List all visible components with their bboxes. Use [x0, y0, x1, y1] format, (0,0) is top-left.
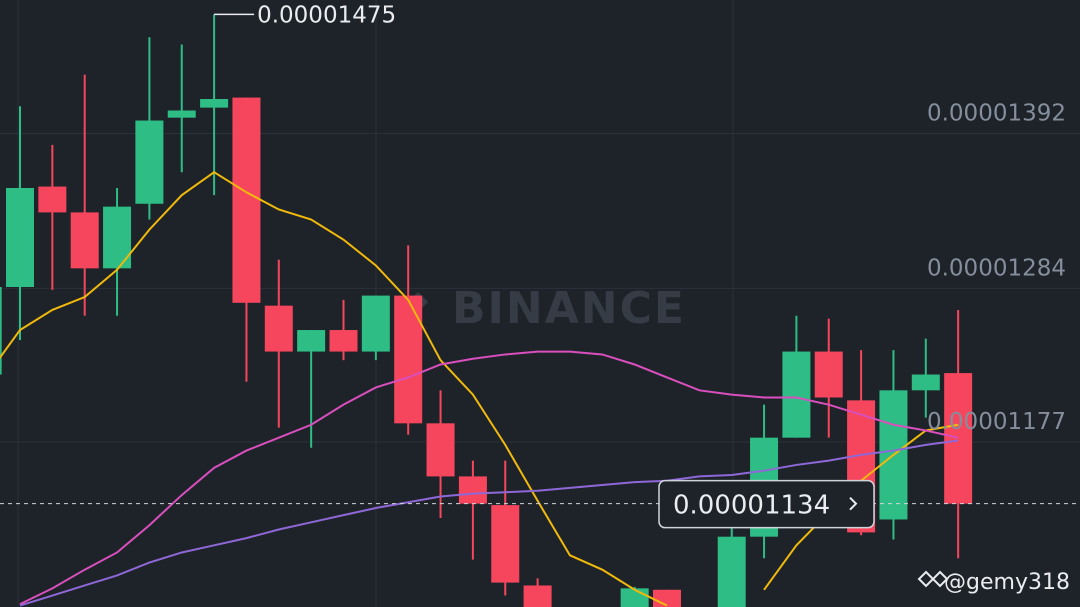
candle-body: [361, 295, 390, 352]
candle-body: [329, 330, 358, 352]
candle-body: [782, 351, 811, 438]
candle-body: [944, 373, 973, 504]
candle-body: [38, 186, 67, 213]
last-price-box: [658, 479, 875, 529]
candle-body: [426, 423, 455, 477]
last-price-label: 0.00001134: [673, 491, 830, 521]
candle-body: [491, 505, 520, 583]
candle-body: [653, 589, 681, 607]
candle-body: [814, 351, 843, 398]
candle-body: [394, 295, 423, 424]
credit: @gemy318: [944, 570, 1070, 595]
candle-body: [0, 286, 2, 375]
max-label: 0.00001475: [257, 2, 396, 28]
candle-body: [523, 585, 552, 607]
candle-body: [135, 120, 164, 204]
y-tick-label: 0.00001284: [927, 255, 1066, 281]
ma-line: [19, 350, 959, 606]
watermark-group: BINANCE: [408, 283, 686, 334]
candle-body: [200, 99, 229, 108]
candle-body: [620, 588, 649, 607]
ma-line: [19, 439, 959, 607]
candle-body: [911, 374, 940, 391]
candle-body: [167, 110, 196, 118]
candle-body: [717, 536, 746, 607]
credit-logo: [917, 570, 949, 588]
watermark: BINANCE: [452, 283, 686, 334]
overlay: 0.00001392 0.00001284 0.00001177 0.00001475…: [0, 2, 1080, 595]
chevron: [849, 496, 858, 511]
candle-body: [232, 97, 261, 303]
candle-body: [297, 330, 326, 352]
candle-body: [264, 305, 293, 352]
candle-body: [458, 476, 487, 504]
candle-body: [70, 212, 99, 269]
y-tick-label: 0.00001177: [927, 409, 1066, 435]
y-tick-label: 0.00001392: [927, 100, 1066, 126]
candle-body: [6, 187, 34, 287]
